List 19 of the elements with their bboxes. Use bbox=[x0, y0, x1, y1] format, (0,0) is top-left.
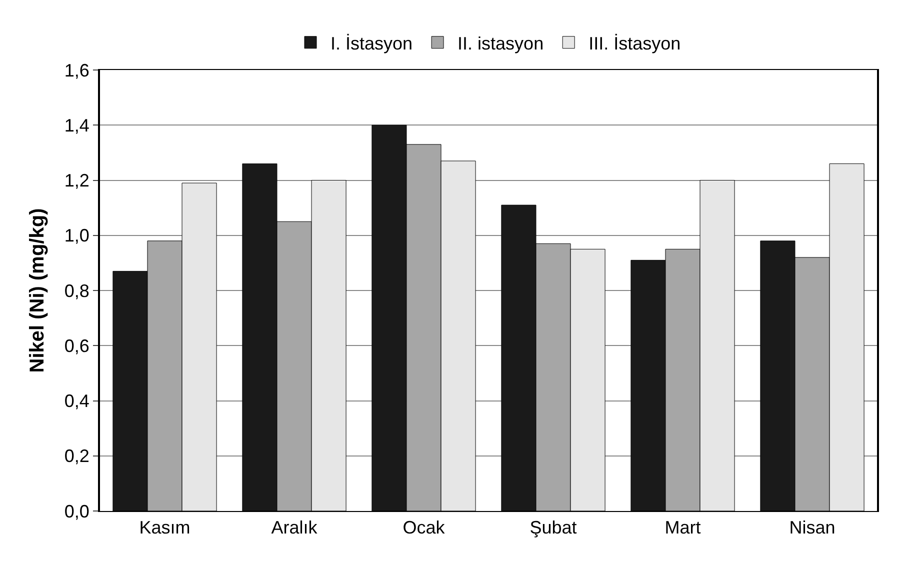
y-tick-label: 1,4 bbox=[64, 115, 90, 136]
x-tick-label: Aralık bbox=[271, 518, 318, 538]
legend-label: I. İstasyon bbox=[330, 33, 413, 54]
y-tick-label: 1,6 bbox=[64, 60, 90, 80]
y-tick-label: 0,6 bbox=[64, 336, 90, 356]
y-tick-label: 1,2 bbox=[64, 170, 90, 191]
legend-label: III. İstasyon bbox=[588, 33, 681, 54]
x-tick-label: Nisan bbox=[789, 518, 836, 538]
y-axis-title: Nikel (Ni) (mg/kg) bbox=[26, 208, 48, 373]
y-tick-label: 0,0 bbox=[64, 501, 90, 522]
x-tick-label: Ocak bbox=[402, 518, 446, 538]
legend-label: II. istasyon bbox=[458, 33, 544, 54]
y-tick-label: 0,4 bbox=[64, 391, 90, 412]
x-tick-label: Mart bbox=[664, 518, 701, 538]
x-tick-label: Kasım bbox=[139, 518, 190, 538]
y-tick-label: 0,8 bbox=[64, 280, 90, 301]
y-tick-label: 1,0 bbox=[64, 226, 90, 246]
y-tick-label: 0,2 bbox=[64, 446, 90, 466]
x-tick-label: Şubat bbox=[530, 518, 577, 538]
